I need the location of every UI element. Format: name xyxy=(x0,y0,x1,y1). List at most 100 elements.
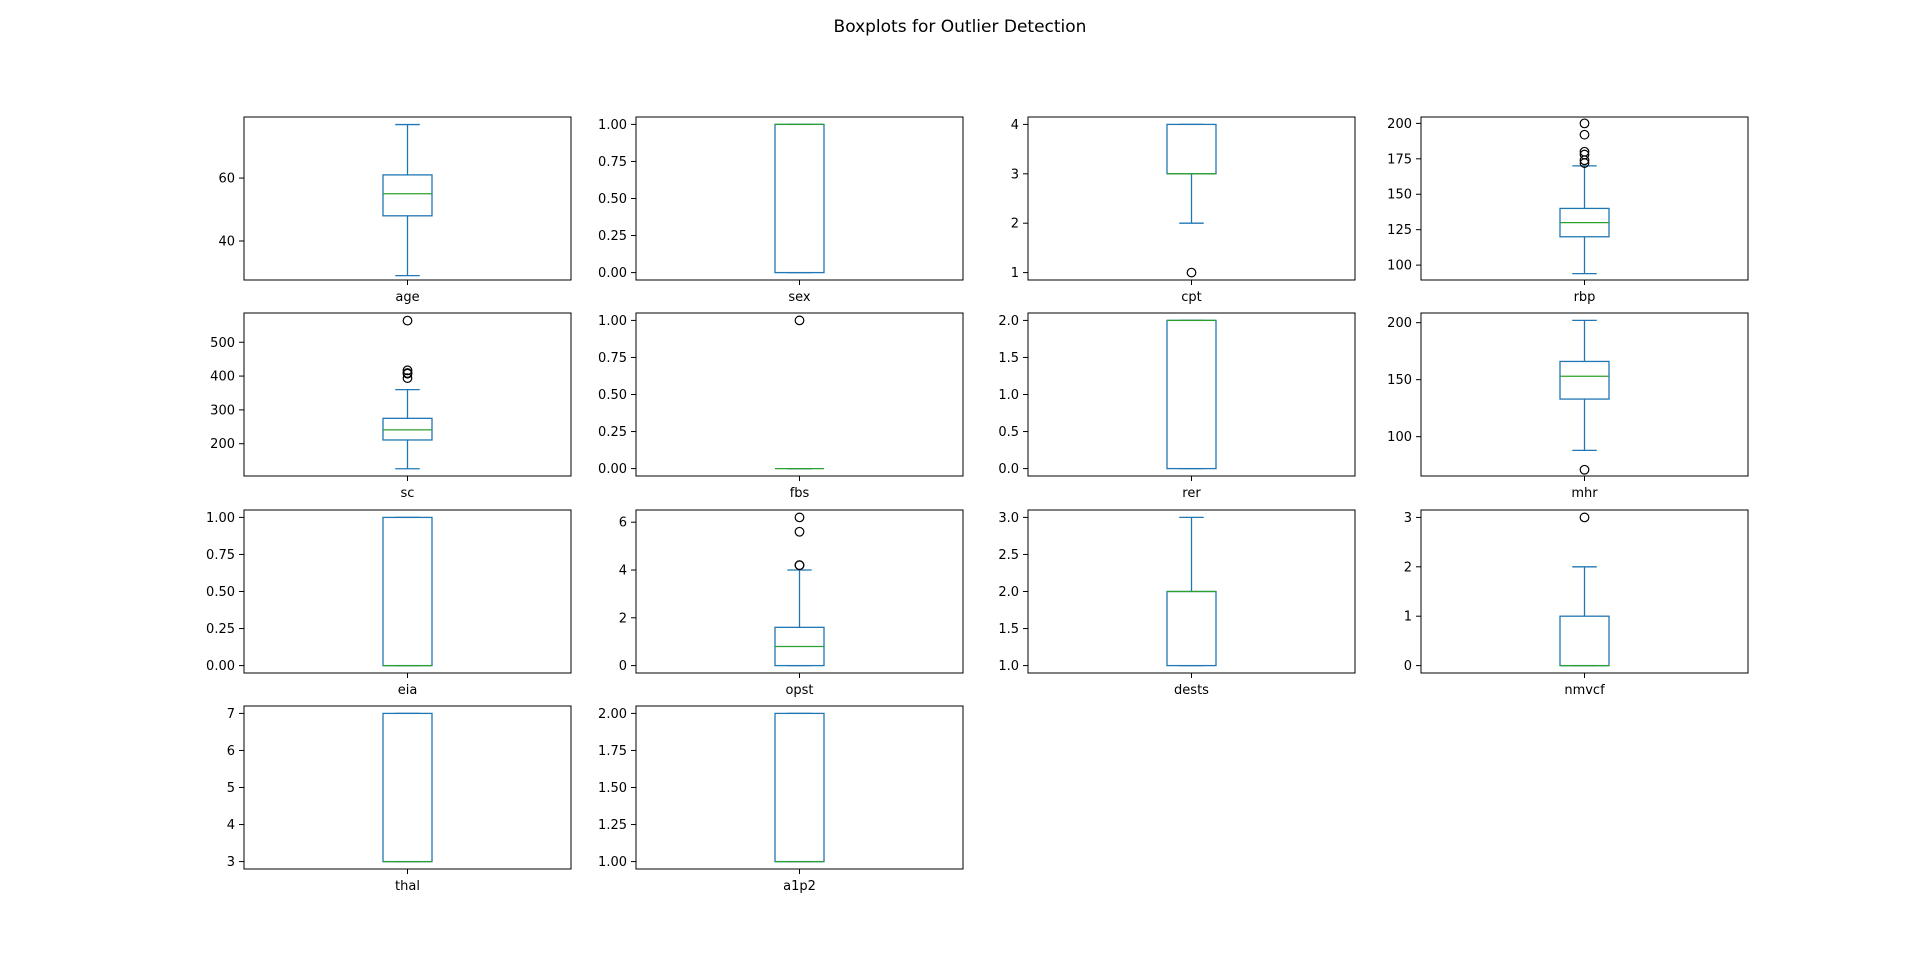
x-tick-label: age xyxy=(395,290,419,305)
outlier-point xyxy=(402,365,413,376)
outlier-point xyxy=(1579,129,1590,140)
y-tick-label: 0.50 xyxy=(598,388,627,403)
outlier-point xyxy=(402,315,413,326)
y-tick-label: 0.00 xyxy=(598,462,627,477)
subplot-rer: 0.0 0.5 1.0 1.5 2.0 rer xyxy=(998,312,1356,501)
x-tick-label: eia xyxy=(398,683,418,698)
y-tick-label: 2.0 xyxy=(998,585,1019,600)
y-tick-label: 40 xyxy=(218,234,235,249)
y-tick-label: 1.0 xyxy=(998,659,1019,674)
y-tick-label: 7 xyxy=(227,707,235,722)
y-tick-label: 3 xyxy=(1404,511,1412,526)
y-tick-label: 2.00 xyxy=(598,707,627,722)
box xyxy=(382,174,433,217)
outlier-point xyxy=(794,512,805,523)
y-tick-label: 1.00 xyxy=(206,511,235,526)
y-tick-label: 6 xyxy=(227,744,235,759)
x-tick-label: opst xyxy=(785,683,813,698)
outlier-point xyxy=(1579,146,1590,157)
subplot-eia: 0.00 0.25 0.50 0.75 1.00 eia xyxy=(206,509,572,698)
y-tick-label: 2 xyxy=(1011,217,1019,232)
y-tick-label: 1.00 xyxy=(598,118,627,133)
y-tick-label: 125 xyxy=(1387,223,1412,238)
subplot-grid: 4060age0.000.250.500.751.00sex1234cpt100… xyxy=(206,116,1749,894)
y-tick-label: 5 xyxy=(227,781,235,796)
x-tick-label: fbs xyxy=(790,486,810,501)
x-tick-label: a1p2 xyxy=(783,879,816,894)
y-tick-label: 60 xyxy=(218,172,235,187)
y-tick-label: 1 xyxy=(1404,610,1412,625)
y-tick-label: 400 xyxy=(210,370,235,385)
y-tick-label: 2.0 xyxy=(998,314,1019,329)
subplot-a1p2: 1.00 1.25 1.50 1.75 2.00 a1p2 xyxy=(598,705,964,894)
y-tick-label: 0.75 xyxy=(206,548,235,563)
subplot-sc: 200 300 400 500 sc xyxy=(210,312,572,501)
y-tick-label: 3 xyxy=(227,855,235,870)
figure-title: Boxplots for Outlier Detection xyxy=(834,17,1087,37)
y-tick-label: 4 xyxy=(619,563,627,578)
y-tick-label: 0.00 xyxy=(206,659,235,674)
x-tick-label: mhr xyxy=(1571,486,1598,501)
y-tick-label: 150 xyxy=(1387,188,1412,203)
subplot-opst: 0 2 4 6 opst xyxy=(619,509,964,698)
y-tick-label: 200 xyxy=(210,437,235,452)
y-tick-label: 0.75 xyxy=(598,351,627,366)
y-tick-label: 0 xyxy=(619,659,627,674)
x-tick-label: dests xyxy=(1174,683,1209,698)
x-tick-label: rer xyxy=(1182,486,1201,501)
box xyxy=(1559,360,1610,400)
y-tick-label: 0.0 xyxy=(998,462,1019,477)
y-tick-label: 1.00 xyxy=(598,314,627,329)
y-tick-label: 4 xyxy=(1011,118,1019,133)
x-tick-label: nmvcf xyxy=(1564,683,1605,698)
y-tick-label: 1.5 xyxy=(998,622,1019,637)
outlier-point xyxy=(1579,118,1590,129)
y-tick-label: 0.75 xyxy=(598,155,627,170)
y-tick-label: 3 xyxy=(1011,167,1019,182)
y-tick-label: 0.00 xyxy=(598,266,627,281)
y-tick-label: 6 xyxy=(619,516,627,531)
y-tick-label: 3.0 xyxy=(998,511,1019,526)
y-tick-label: 1.50 xyxy=(598,781,627,796)
outlier-point xyxy=(1579,149,1590,160)
y-tick-label: 1 xyxy=(1011,266,1019,281)
outlier-point xyxy=(794,526,805,537)
y-tick-label: 100 xyxy=(1387,430,1412,445)
subplot-cpt: 1 2 3 4 cpt xyxy=(1011,116,1356,305)
y-tick-label: 200 xyxy=(1387,316,1412,331)
y-tick-label: 1.75 xyxy=(598,744,627,759)
y-tick-label: 175 xyxy=(1387,152,1412,167)
y-tick-label: 1.5 xyxy=(998,351,1019,366)
y-tick-label: 2 xyxy=(619,611,627,626)
subplot-rbp: 100 125 150 175 200 rbp xyxy=(1387,116,1749,305)
outlier-point xyxy=(794,560,805,571)
x-tick-label: cpt xyxy=(1181,290,1202,305)
x-tick-label: rbp xyxy=(1574,290,1596,305)
subplot-nmvcf: 0 1 2 3 nmvcf xyxy=(1404,509,1749,698)
box xyxy=(382,417,433,441)
outlier-point xyxy=(1579,512,1590,523)
y-tick-label: 1.25 xyxy=(598,818,627,833)
y-tick-label: 0.50 xyxy=(598,192,627,207)
y-tick-label: 500 xyxy=(210,336,235,351)
outlier-point xyxy=(402,368,413,378)
outlier-point xyxy=(1186,267,1197,278)
y-tick-label: 200 xyxy=(1387,117,1412,132)
y-tick-label: 0.50 xyxy=(206,585,235,600)
y-tick-label: 300 xyxy=(210,403,235,418)
y-tick-label: 2 xyxy=(1404,560,1412,575)
y-tick-label: 1.0 xyxy=(998,388,1019,403)
x-tick-label: thal xyxy=(395,879,420,894)
x-tick-label: sex xyxy=(788,290,811,305)
y-tick-label: 0.5 xyxy=(998,425,1019,440)
subplot-dests: 1.0 1.5 2.0 2.5 3.0 dests xyxy=(998,509,1356,698)
outlier-point xyxy=(1579,464,1590,475)
outlier-point xyxy=(794,315,805,326)
y-tick-label: 0 xyxy=(1404,659,1412,674)
subplot-age: 40 60 age xyxy=(218,116,572,305)
subplot-fbs: 0.00 0.25 0.50 0.75 1.00 fbs xyxy=(598,312,964,501)
y-tick-label: 1.00 xyxy=(598,855,627,870)
y-tick-label: 0.25 xyxy=(598,229,627,244)
